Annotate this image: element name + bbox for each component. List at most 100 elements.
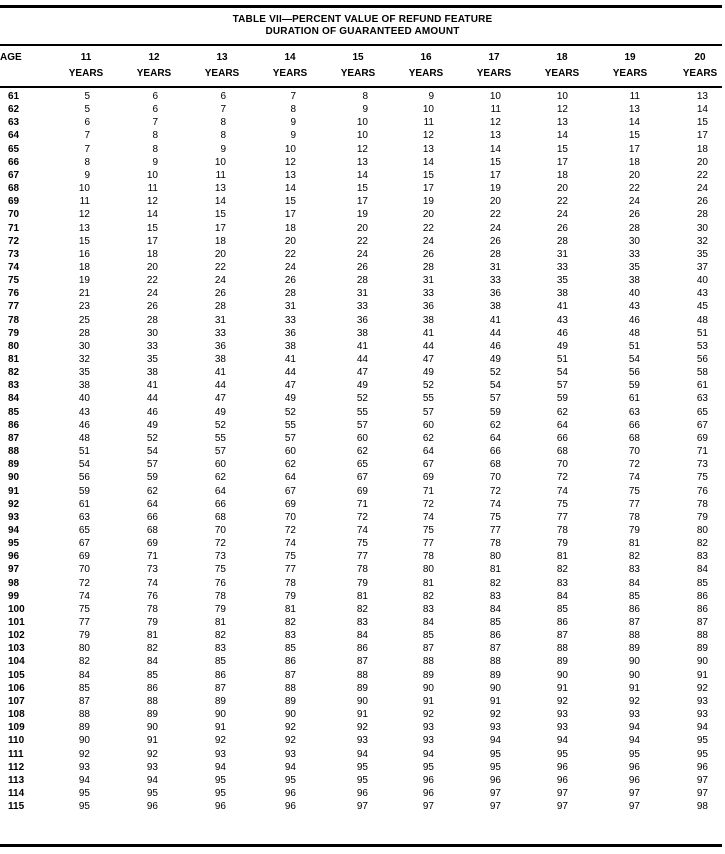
- value-cell: 22: [146, 275, 158, 287]
- age-cell: 96: [8, 551, 20, 563]
- value-cell: 68: [628, 432, 640, 444]
- value-cell: 45: [696, 301, 708, 313]
- column-header-unit: YEARS: [408, 68, 444, 79]
- value-cell: 62: [556, 406, 568, 418]
- value-cell: 14: [214, 196, 226, 208]
- value-cell: 10: [78, 183, 90, 195]
- value-cell: 72: [628, 459, 640, 471]
- value-cell: 54: [489, 380, 501, 392]
- column-header-unit: YEARS: [612, 68, 648, 79]
- value-cell: 28: [146, 314, 158, 326]
- value-cell: 77: [356, 551, 368, 563]
- value-cell: 54: [78, 459, 90, 471]
- value-cell: 26: [284, 275, 296, 287]
- value-cell: 72: [422, 498, 434, 510]
- value-cell: 84: [628, 577, 640, 589]
- value-cell: 86: [284, 656, 296, 668]
- value-cell: 95: [146, 787, 158, 799]
- value-cell: 95: [356, 774, 368, 786]
- value-cell: 84: [356, 630, 368, 642]
- value-cell: 72: [556, 472, 568, 484]
- value-cell: 95: [628, 748, 640, 760]
- value-cell: 61: [78, 498, 90, 510]
- value-cell: 28: [489, 248, 501, 260]
- value-cell: 38: [284, 340, 296, 352]
- age-cell: 73: [8, 248, 20, 260]
- value-cell: 86: [146, 682, 158, 694]
- value-cell: 49: [214, 406, 226, 418]
- value-cell: 74: [489, 498, 501, 510]
- value-cell: 44: [489, 327, 501, 339]
- value-cell: 12: [489, 117, 501, 129]
- value-cell: 26: [556, 222, 568, 234]
- value-cell: 97: [556, 787, 568, 799]
- value-cell: 98: [696, 801, 708, 813]
- value-cell: 75: [284, 551, 296, 563]
- age-cell: 78: [8, 314, 20, 326]
- value-cell: 92: [214, 735, 226, 747]
- value-cell: 9: [428, 91, 434, 102]
- value-cell: 90: [356, 695, 368, 707]
- value-cell: 59: [556, 393, 568, 405]
- value-cell: 19: [489, 183, 501, 195]
- value-cell: 86: [696, 603, 708, 615]
- value-cell: 81: [214, 617, 226, 628]
- value-cell: 18: [628, 156, 640, 168]
- value-cell: 8: [290, 104, 296, 116]
- value-cell: 95: [78, 801, 90, 813]
- column-header-duration: 16: [420, 52, 432, 63]
- value-cell: 74: [556, 485, 568, 497]
- value-cell: 85: [556, 603, 568, 615]
- value-cell: 83: [556, 577, 568, 589]
- age-cell: 64: [8, 130, 20, 142]
- value-cell: 65: [78, 524, 90, 536]
- value-cell: 8: [220, 130, 226, 142]
- value-cell: 52: [422, 380, 434, 392]
- value-cell: 79: [78, 630, 90, 642]
- value-cell: 7: [152, 117, 158, 129]
- value-cell: 87: [422, 643, 434, 655]
- value-cell: 30: [628, 235, 640, 247]
- value-cell: 59: [489, 406, 501, 418]
- value-cell: 94: [146, 774, 158, 786]
- value-cell: 91: [214, 722, 226, 734]
- age-cell: 110: [8, 735, 25, 747]
- value-cell: 91: [556, 682, 568, 694]
- value-cell: 82: [696, 538, 708, 550]
- value-cell: 7: [290, 91, 296, 102]
- value-cell: 93: [696, 709, 708, 721]
- value-cell: 89: [214, 695, 226, 707]
- value-cell: 85: [146, 669, 158, 681]
- value-cell: 52: [489, 367, 501, 379]
- value-cell: 33: [628, 248, 640, 260]
- value-cell: 13: [422, 143, 434, 155]
- age-cell: 101: [8, 617, 25, 628]
- value-cell: 74: [284, 538, 296, 550]
- value-cell: 51: [696, 327, 708, 339]
- value-cell: 79: [696, 511, 708, 523]
- value-cell: 26: [489, 235, 501, 247]
- value-cell: 89: [78, 722, 90, 734]
- value-cell: 28: [628, 222, 640, 234]
- value-cell: 78: [214, 590, 226, 602]
- value-cell: 35: [146, 354, 158, 365]
- value-cell: 86: [489, 630, 501, 642]
- value-cell: 90: [556, 669, 568, 681]
- value-cell: 85: [422, 630, 434, 642]
- value-cell: 33: [214, 327, 226, 339]
- value-cell: 15: [628, 130, 640, 142]
- column-header-unit: YEARS: [136, 68, 172, 79]
- value-cell: 41: [556, 301, 568, 313]
- value-cell: 55: [422, 393, 434, 405]
- value-cell: 64: [214, 485, 226, 497]
- value-cell: 11: [215, 169, 226, 181]
- value-cell: 77: [489, 524, 501, 536]
- value-cell: 57: [214, 446, 226, 458]
- value-cell: 49: [146, 419, 158, 431]
- value-cell: 20: [284, 235, 296, 247]
- value-cell: 7: [84, 143, 90, 155]
- value-cell: 81: [628, 538, 640, 550]
- value-cell: 78: [146, 603, 158, 615]
- value-cell: 40: [628, 288, 640, 300]
- age-cell: 86: [8, 419, 20, 431]
